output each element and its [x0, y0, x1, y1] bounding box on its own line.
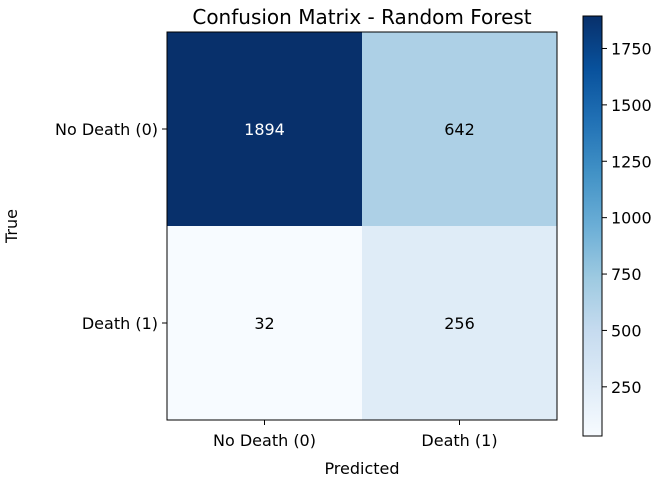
colorbar-ticks: 250 500 750 1000 1250 1500 1750: [602, 39, 652, 397]
y-axis-ticks: No Death (0) Death (1): [55, 120, 167, 333]
heatmap-cell: [167, 32, 362, 226]
heatmap-cells: 1894 642 32 256: [167, 32, 557, 420]
colorbar-tick-label: 1250: [611, 152, 652, 171]
y-tick-label: No Death (0): [55, 120, 158, 139]
y-axis-label: True: [2, 209, 21, 244]
heatmap-cell: [362, 32, 557, 226]
x-tick-label: Death (1): [421, 431, 497, 450]
cell-value-label: 1894: [244, 120, 285, 139]
colorbar: [582, 15, 603, 437]
cell-value-label: 642: [444, 120, 475, 139]
chart-title: Confusion Matrix - Random Forest: [192, 5, 531, 29]
colorbar-tick-label: 1000: [611, 209, 652, 228]
colorbar-tick-label: 750: [611, 265, 642, 284]
colorbar-tick-label: 1500: [611, 96, 652, 115]
y-tick-label: Death (1): [82, 314, 158, 333]
x-axis-label: Predicted: [324, 459, 399, 478]
x-axis-ticks: No Death (0) Death (1): [213, 420, 498, 450]
cell-value-label: 256: [444, 314, 475, 333]
plot-frame: [166, 31, 558, 421]
x-tick-label: No Death (0): [213, 431, 316, 450]
cell-value-label: 32: [254, 314, 274, 333]
colorbar-tick-label: 500: [611, 321, 642, 340]
heatmap-cell: [362, 226, 557, 420]
colorbar-tick-label: 250: [611, 378, 642, 397]
heatmap-cell: [167, 226, 362, 420]
colorbar-tick-label: 1750: [611, 39, 652, 58]
